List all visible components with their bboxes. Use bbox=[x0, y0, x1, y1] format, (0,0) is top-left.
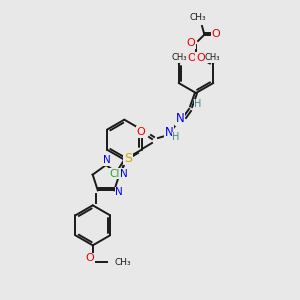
Text: O: O bbox=[85, 253, 94, 263]
Text: O: O bbox=[136, 127, 146, 137]
Text: Cl: Cl bbox=[109, 169, 119, 179]
Text: CH₃: CH₃ bbox=[172, 53, 187, 62]
Text: O: O bbox=[212, 29, 220, 39]
Text: N: N bbox=[165, 125, 173, 139]
Text: H: H bbox=[172, 132, 180, 142]
Text: O: O bbox=[196, 53, 205, 63]
Text: H: H bbox=[194, 99, 202, 109]
Text: O: O bbox=[187, 53, 196, 63]
Text: S: S bbox=[124, 152, 132, 164]
Text: N: N bbox=[120, 169, 128, 179]
Text: N: N bbox=[116, 187, 123, 197]
Text: CH₃: CH₃ bbox=[190, 14, 206, 22]
Text: N: N bbox=[176, 112, 184, 125]
Text: CH₃: CH₃ bbox=[115, 258, 131, 267]
Text: O: O bbox=[187, 38, 195, 48]
Text: CH₃: CH₃ bbox=[205, 53, 220, 62]
Text: N: N bbox=[103, 155, 111, 165]
